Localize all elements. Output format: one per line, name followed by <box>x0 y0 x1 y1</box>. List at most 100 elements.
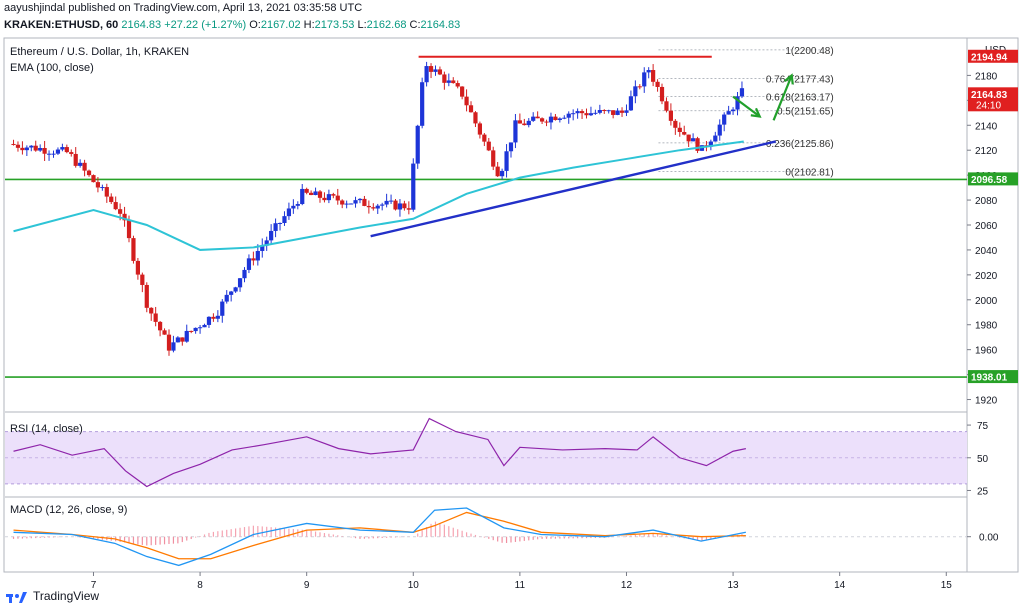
candle-body <box>611 110 616 115</box>
y-tick-label: 2120 <box>975 146 998 157</box>
candle-body <box>544 121 549 123</box>
candle-body <box>735 96 740 110</box>
candle-body <box>397 203 403 210</box>
candle-body <box>739 88 745 97</box>
candle-body <box>597 110 602 113</box>
candle-body <box>140 274 145 285</box>
candle-body <box>726 111 731 115</box>
candle-body <box>362 198 367 206</box>
fib-level-label: 0.236(2125.86) <box>766 139 834 150</box>
candle-body <box>384 200 389 205</box>
high-value: 2173.53 <box>314 19 355 31</box>
candle-body <box>153 313 158 322</box>
candle-body <box>215 315 220 319</box>
candle-body <box>615 110 620 115</box>
candle-body <box>371 207 376 209</box>
ohlc-line: KRAKEN:ETHUSD, 60 2164.83 +27.22 (+1.27%… <box>4 19 460 31</box>
footer-brand: TradingView <box>33 589 100 603</box>
candle-body <box>264 240 269 246</box>
rsi-title: RSI (14, close) <box>10 423 83 435</box>
candle-body <box>24 147 29 151</box>
candle-body <box>255 250 260 261</box>
candle-body <box>420 82 425 126</box>
candle-body <box>664 101 669 111</box>
candle-body <box>42 147 47 154</box>
candle-body <box>144 284 149 308</box>
price-tag-label: 2096.58 <box>971 175 1008 186</box>
candle-body <box>193 327 198 332</box>
candle-body <box>189 330 194 332</box>
open-label: O: <box>249 19 261 31</box>
candle-body <box>300 188 305 205</box>
candle-body <box>730 109 736 112</box>
candle-body <box>38 147 43 151</box>
y-tick-label: 2180 <box>975 71 998 82</box>
candle-body <box>562 117 567 119</box>
candle-body <box>695 138 700 151</box>
candle-body <box>717 124 722 136</box>
chart-area[interactable]: 1920194019601980200020202040206020802100… <box>0 36 1024 606</box>
candle-body <box>135 260 140 275</box>
candle-body <box>82 162 87 171</box>
candle-body <box>211 316 216 319</box>
candle-body <box>91 175 96 183</box>
candle-body <box>313 191 318 196</box>
y-tick-label: 1980 <box>975 321 998 332</box>
candle-body <box>571 113 576 115</box>
fib-level-label: 0.618(2163.17) <box>766 92 834 103</box>
candle-body <box>15 144 21 148</box>
candle-body <box>118 209 123 214</box>
x-tick-label: 8 <box>197 580 203 591</box>
y-tick-label: 2020 <box>975 271 998 282</box>
price-tag-label: 2194.94 <box>971 52 1008 63</box>
rsi-tick-label: 25 <box>977 486 989 497</box>
candle-body <box>486 141 491 151</box>
price-change: +27.22 (+1.27%) <box>164 19 247 31</box>
candle-body <box>668 110 673 121</box>
price-tag <box>968 172 1018 186</box>
candle-body <box>11 143 16 145</box>
candle-body <box>464 96 469 106</box>
candle-body <box>482 134 487 142</box>
fib-level-label: 1(2200.48) <box>785 46 833 57</box>
symbol: KRAKEN:ETHUSD, 60 <box>4 19 119 31</box>
candle-body <box>348 203 354 205</box>
candle-body <box>468 105 474 113</box>
candle-body <box>51 153 56 155</box>
candle-body <box>304 188 309 193</box>
candle-body <box>229 291 234 295</box>
candle-body <box>260 245 265 251</box>
candle-body <box>606 110 611 112</box>
macd-line <box>13 507 746 567</box>
candle-body <box>202 324 207 328</box>
candle-body <box>220 301 225 316</box>
candle-body <box>126 220 132 239</box>
candle-body <box>122 213 127 221</box>
candle-body <box>593 112 598 114</box>
candle-body <box>233 287 238 292</box>
y-tick-label: 2040 <box>975 246 998 257</box>
x-axis: 7 8 9 10 11 12 13 14 15 <box>5 571 1018 591</box>
candle-body <box>531 116 536 121</box>
candle-body <box>357 198 363 201</box>
candle-body <box>619 110 625 113</box>
candle-body <box>322 197 327 201</box>
fib-level-label: 0.5(2151.65) <box>777 107 834 118</box>
candle-body <box>33 145 38 151</box>
x-tick-label: 11 <box>515 580 526 591</box>
candle-body <box>535 116 540 119</box>
candle-body <box>309 192 314 196</box>
candle-body <box>442 74 447 83</box>
candle-body <box>584 113 589 116</box>
candle-body <box>29 145 34 148</box>
open-value: 2167.02 <box>260 19 301 31</box>
arrow-head <box>750 107 762 118</box>
candle-body <box>86 170 92 176</box>
candle-body <box>73 153 78 166</box>
candle-body <box>624 110 629 113</box>
candle-body <box>184 330 189 342</box>
y-tick-label: 2060 <box>975 221 998 232</box>
candle-body <box>224 294 229 302</box>
candle-body <box>277 222 283 224</box>
arrow-head <box>784 73 794 85</box>
